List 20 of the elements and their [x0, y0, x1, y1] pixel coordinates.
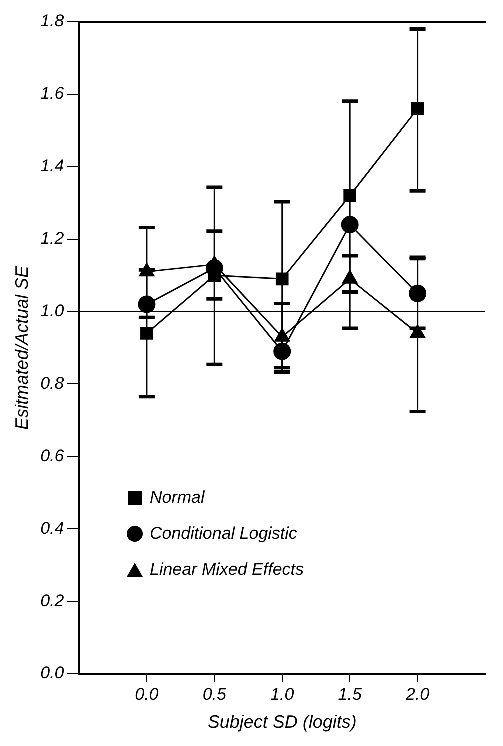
y-axis-title: Esitmated/Actual SE [12, 264, 32, 430]
y-tick-label: 1.2 [40, 229, 65, 248]
legend-label: Conditional Logistic [150, 524, 298, 544]
x-axis-title: Subject SD (logits) [208, 712, 357, 732]
y-tick-label: 0.0 [40, 664, 65, 683]
y-tick-label: 1.0 [40, 302, 65, 321]
x-tick-label: 1.5 [338, 684, 362, 704]
y-tick-label: 1.8 [40, 12, 65, 31]
x-tick-label: 2.0 [404, 684, 430, 704]
legend-label: Normal [150, 488, 205, 508]
y-tick-label: 0.6 [40, 446, 65, 466]
x-tick-label: 0.0 [135, 684, 160, 704]
y-tick-label: 0.4 [40, 518, 64, 538]
y-tick-label: 1.4 [40, 156, 64, 176]
y-tick-label: 0.8 [40, 374, 65, 393]
legend-label: Linear Mixed Effects [150, 560, 304, 580]
x-tick-label: 1.0 [270, 684, 295, 704]
x-tick-label: 0.5 [202, 684, 228, 704]
y-tick-label: 1.6 [40, 84, 65, 104]
y-tick-label: 0.2 [40, 591, 65, 610]
